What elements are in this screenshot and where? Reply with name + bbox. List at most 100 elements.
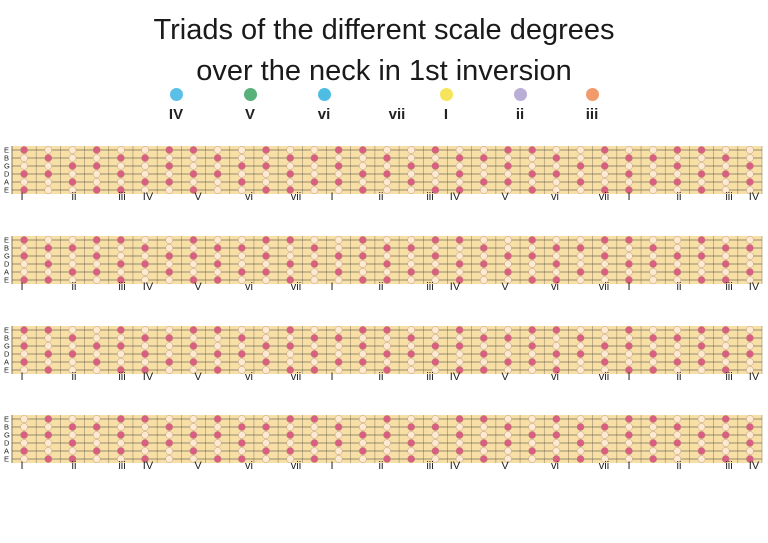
scale-note-dot [576,236,585,244]
scale-note-dot [262,366,270,374]
scale-note-dot [238,252,246,260]
string-label: B [4,334,9,343]
scale-note-dot [286,350,295,358]
scale-note-dot [165,447,174,455]
chord-tone-dot [117,366,125,374]
chord-tone-dot [625,236,633,244]
chord-tone-dot [383,244,391,252]
scale-note-dot [310,423,319,431]
degree-label: iii [118,371,125,383]
scale-note-dot [68,358,77,366]
chord-tone-dot [576,334,585,342]
chord-tone-dot [625,366,633,374]
chord-tone-dot [479,178,488,186]
chord-tone-dot [383,260,391,268]
chord-tone-dot [286,415,295,423]
degree-label: ii [379,371,384,383]
chord-tone-dot [552,170,561,178]
scale-note-dot [141,276,149,284]
degree-label: vii [291,281,301,293]
chord-tone-dot [528,447,536,455]
scale-note-dot [44,358,53,366]
scale-note-dot [721,447,730,455]
chord-tone-dot [673,334,682,342]
scale-note-dot [141,342,149,350]
chord-tone-dot [286,186,295,194]
chord-tone-dot [721,455,730,463]
scale-note-dot [455,439,464,447]
scale-note-dot [407,146,415,154]
scale-note-dot [238,366,246,374]
degree-label: I [20,191,23,203]
degree-label: vi [245,281,253,293]
scale-note-dot [721,423,730,431]
scale-note-dot [44,268,53,276]
chord-tone-dot [697,326,706,334]
scale-note-dot [552,178,561,186]
degree-label: I [330,281,333,293]
chord-tone-dot [625,326,633,334]
scale-note-dot [407,431,415,439]
degree-label: I [330,460,333,472]
scale-note-dot [44,423,53,431]
scale-note-dot [504,276,512,284]
chord-tone-dot [407,455,415,463]
degree-label: iii [725,460,732,472]
scale-note-dot [68,366,77,374]
scale-note-dot [504,326,512,334]
chord-tone-dot [44,455,53,463]
scale-note-dot [141,252,149,260]
scale-note-dot [721,236,730,244]
chord-tone-dot [625,431,633,439]
scale-note-dot [92,415,101,423]
scale-note-dot [625,162,633,170]
scale-note-dot [600,366,609,374]
chord-tone-dot [746,244,754,252]
chord-tone-dot [334,358,343,366]
chord-tone-dot [649,244,657,252]
chord-tone-dot [479,366,488,374]
scale-note-dot [625,252,633,260]
chord-tone-dot [262,162,270,170]
legend-item-v: V [220,88,280,123]
scale-note-dot [189,350,198,358]
string-label: B [4,244,9,253]
scale-note-dot [262,178,270,186]
scale-note-dot [359,350,367,358]
scale-note-dot [697,178,706,186]
chord-tone-dot [673,423,682,431]
scale-note-dot [334,260,343,268]
scale-note-dot [189,366,198,374]
fretboard [12,326,762,374]
scale-note-dot [576,366,585,374]
scale-note-dot [504,415,512,423]
degree-label: IV [749,371,760,383]
degree-label: IV [749,191,760,203]
chord-tone-dot [359,236,367,244]
legend-label-iii: iii [585,106,599,123]
scale-note-dot [649,431,657,439]
chord-tone-dot [141,244,149,252]
chord-tone-dot [431,358,440,366]
scale-note-dot [213,236,222,244]
string-label: A [4,268,9,277]
scale-note-dot [746,415,754,423]
scale-note-dot [625,268,633,276]
chord-tone-dot [68,178,77,186]
scale-note-dot [431,334,440,342]
degree-label: IV [450,371,461,383]
scale-note-dot [383,236,391,244]
scale-note-dot [44,162,53,170]
scale-note-dot [407,415,415,423]
scale-note-dot [504,154,512,162]
chord-tone-dot [44,244,53,252]
chord-tone-dot [528,236,536,244]
chord-tone-dot [238,334,246,342]
scale-note-dot [286,334,295,342]
scale-note-dot [44,178,53,186]
scale-note-dot [117,146,125,154]
chord-tone-dot [238,244,246,252]
scale-note-dot [600,334,609,342]
scale-note-dot [504,170,512,178]
chord-tone-dot [68,439,77,447]
